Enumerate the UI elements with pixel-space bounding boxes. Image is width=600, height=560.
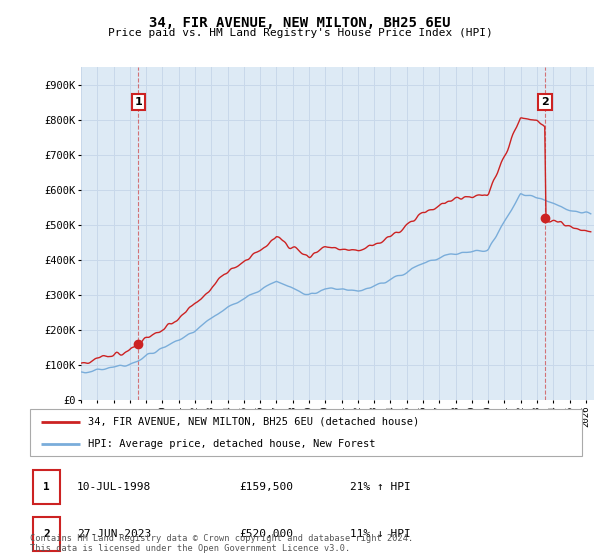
Text: 1: 1 bbox=[134, 97, 142, 108]
FancyBboxPatch shape bbox=[33, 517, 61, 551]
FancyBboxPatch shape bbox=[33, 470, 61, 503]
FancyBboxPatch shape bbox=[30, 409, 582, 456]
Text: 21% ↑ HPI: 21% ↑ HPI bbox=[350, 482, 411, 492]
Text: Price paid vs. HM Land Registry's House Price Index (HPI): Price paid vs. HM Land Registry's House … bbox=[107, 28, 493, 38]
Text: 2: 2 bbox=[541, 97, 549, 108]
Text: 11% ↓ HPI: 11% ↓ HPI bbox=[350, 529, 411, 539]
Text: 27-JUN-2023: 27-JUN-2023 bbox=[77, 529, 151, 539]
Text: 1: 1 bbox=[43, 482, 50, 492]
Text: 34, FIR AVENUE, NEW MILTON, BH25 6EU: 34, FIR AVENUE, NEW MILTON, BH25 6EU bbox=[149, 16, 451, 30]
Text: £159,500: £159,500 bbox=[240, 482, 294, 492]
Text: 10-JUL-1998: 10-JUL-1998 bbox=[77, 482, 151, 492]
Text: Contains HM Land Registry data © Crown copyright and database right 2024.
This d: Contains HM Land Registry data © Crown c… bbox=[30, 534, 413, 553]
Text: 34, FIR AVENUE, NEW MILTON, BH25 6EU (detached house): 34, FIR AVENUE, NEW MILTON, BH25 6EU (de… bbox=[88, 417, 419, 427]
Text: £520,000: £520,000 bbox=[240, 529, 294, 539]
Text: HPI: Average price, detached house, New Forest: HPI: Average price, detached house, New … bbox=[88, 438, 376, 449]
Text: 2: 2 bbox=[43, 529, 50, 539]
